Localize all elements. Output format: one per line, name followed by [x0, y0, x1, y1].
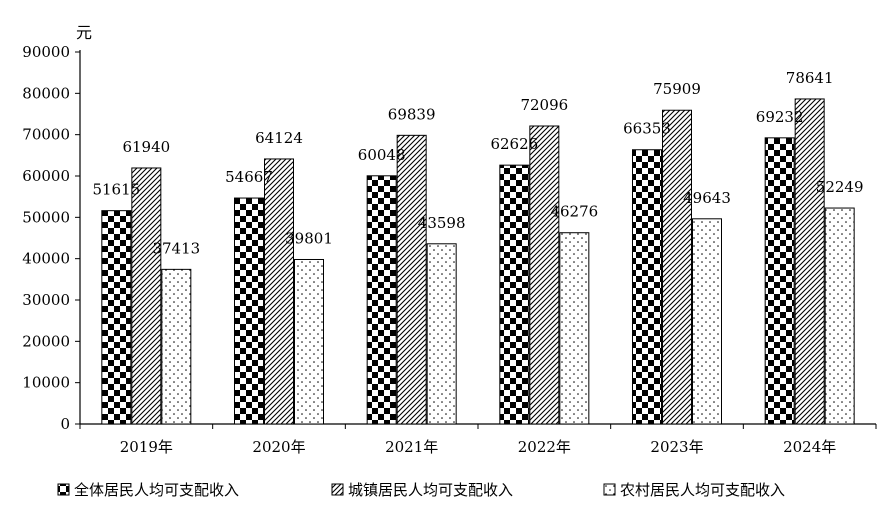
legend-swatch-checker: [57, 483, 70, 496]
legend-swatch-diagonal: [331, 483, 344, 496]
y-tick-label: 70000: [22, 126, 70, 144]
bar-dots-0: [161, 268, 192, 425]
y-tick-label: 90000: [22, 43, 70, 61]
y-tick-label: 80000: [22, 84, 70, 102]
x-tick-label: 2020年: [252, 438, 305, 456]
data-label: 75909: [653, 80, 701, 98]
bar-diagonal-0: [131, 167, 162, 425]
bar-checker-2: [366, 175, 397, 425]
bar-diagonal-1: [264, 158, 294, 425]
data-label: 39801: [285, 229, 333, 247]
data-label: 43598: [418, 214, 466, 232]
data-label: 62626: [490, 135, 538, 153]
data-label: 52249: [816, 178, 864, 196]
data-label: 61940: [122, 138, 170, 156]
data-label: 72096: [520, 96, 568, 114]
data-label: 54667: [225, 168, 273, 186]
legend-swatch-dots: [603, 483, 616, 496]
bar-dots-4: [692, 218, 722, 425]
y-tick-label: 30000: [22, 291, 70, 309]
x-tick-label: 2021年: [385, 438, 438, 456]
x-tick-label: 2022年: [518, 438, 571, 456]
y-tick-label: 50000: [22, 208, 70, 226]
y-tick-label: 60000: [22, 167, 70, 185]
data-label: 69839: [388, 105, 436, 123]
data-label: 49643: [683, 189, 731, 207]
data-label: 60048: [358, 146, 406, 164]
data-label: 64124: [255, 129, 303, 147]
legend-label: 农村居民人均可支配收入: [620, 481, 785, 499]
bars: [101, 98, 855, 425]
y-tick-label: 0: [60, 415, 70, 433]
data-label: 37413: [152, 239, 200, 257]
y-tick-label: 20000: [22, 332, 70, 350]
y-axis-unit-label: 元: [76, 23, 92, 42]
bar-checker-1: [234, 197, 264, 425]
bar-dots-1: [294, 258, 324, 425]
data-label: 78641: [786, 69, 834, 87]
bar-diagonal-4: [662, 109, 692, 425]
y-tick-label: 10000: [22, 374, 70, 392]
bar-checker-5: [764, 137, 795, 425]
bar-dots-2: [426, 243, 457, 425]
data-label: 66353: [623, 120, 671, 138]
bar-diagonal-5: [794, 98, 825, 425]
y-tick-label: 40000: [22, 250, 70, 268]
legend: 全体居民人均可支配收入 城镇居民人均可支配收入 农村居民人均可支配收入: [57, 481, 785, 499]
axes: 0 10000 20000 30000 40000 50000 60000 70000 8000…: [22, 43, 877, 456]
bar-diagonal-2: [396, 134, 427, 425]
legend-label: 全体居民人均可支配收入: [74, 481, 239, 499]
bar-dots-3: [559, 232, 590, 425]
bar-checker-4: [632, 149, 662, 425]
bar-diagonal-3: [529, 125, 560, 425]
legend-label: 城镇居民人均可支配收入: [348, 481, 513, 499]
x-tick-label: 2024年: [783, 438, 836, 456]
x-tick-label: 2023年: [650, 438, 703, 456]
bar-checker-3: [499, 164, 530, 425]
bar-checker-0: [101, 210, 132, 425]
x-tick-label: 2019年: [120, 438, 173, 456]
data-label: 51615: [92, 181, 140, 199]
data-label: 46276: [550, 203, 598, 221]
data-labels: 51615 54667 60048 62626 66353 69232 61940 64124…: [92, 69, 863, 257]
data-label: 69232: [756, 108, 804, 126]
bar-dots-5: [824, 207, 855, 425]
